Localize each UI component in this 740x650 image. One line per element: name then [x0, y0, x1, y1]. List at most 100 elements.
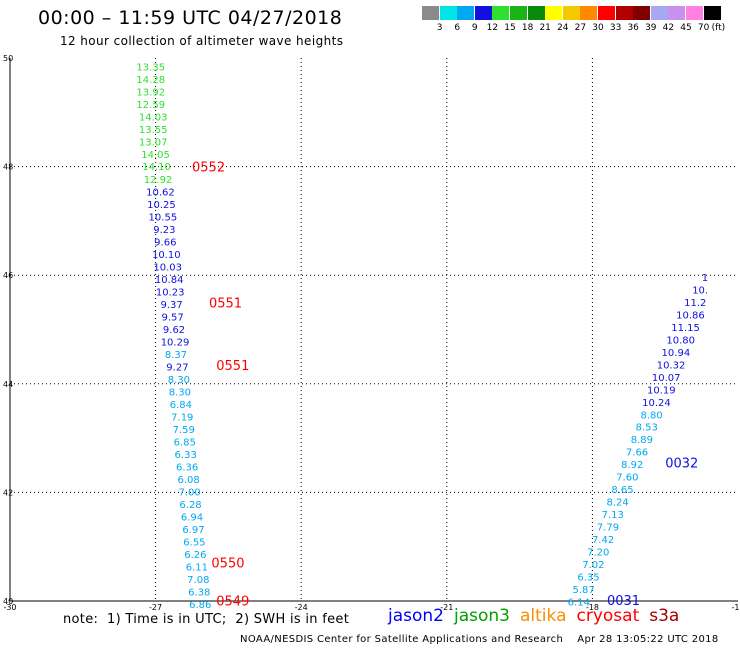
x-tick-label: -27 — [149, 603, 162, 612]
wave-height-value: 9.57 — [161, 313, 183, 324]
pass-time-labels: 0552 0551 0551 0550 0549 0031 0032 — [192, 161, 698, 610]
color-scale-label: 6 — [454, 23, 461, 33]
wave-height-value: 7.02 — [582, 560, 604, 571]
wave-height-value: 7.08 — [187, 575, 209, 586]
x-tick-label: -15 — [731, 603, 740, 612]
mission-legend-item: cryosat — [576, 606, 640, 626]
mission-legend-item: jason2 — [388, 606, 444, 626]
wave-height-value: 13.07 — [139, 138, 168, 149]
wave-height-value: 10.62 — [146, 188, 175, 199]
y-tick-label: 50 — [3, 54, 13, 63]
pass-time-label: 0551 — [209, 296, 242, 311]
color-scale-label: 39 — [645, 23, 657, 33]
wave-height-value: 10.24 — [642, 398, 671, 409]
units-note: note: 1) Time is in UTC; 2) SWH is in fe… — [63, 612, 350, 627]
wave-height-value: 7.19 — [171, 412, 193, 423]
color-swatch — [580, 6, 598, 20]
wave-height-value: 6.33 — [175, 450, 197, 461]
wave-height-value: 12.92 — [144, 175, 173, 186]
pass-time-label: 0550 — [211, 556, 244, 571]
wave-height-value: 10.23 — [156, 288, 185, 299]
color-scale-label: 45 — [680, 23, 692, 33]
wave-height-value: 7.20 — [587, 548, 609, 559]
color-swatch — [686, 6, 703, 20]
color-swatch — [474, 6, 492, 20]
color-swatch — [703, 6, 721, 20]
color-swatch — [545, 6, 563, 20]
wave-height-value: 6.55 — [183, 537, 205, 548]
color-scale-label: 21 — [539, 23, 551, 33]
color-scale-label: 18 — [521, 23, 534, 33]
color-scale-label: 3 — [436, 23, 443, 33]
wave-height-value: 8.89 — [631, 435, 653, 446]
wave-height-value: 5.87 — [573, 585, 595, 596]
y-tick-label: 46 — [3, 271, 13, 280]
wave-height-value: 8.80 — [640, 410, 662, 421]
wave-height-value: 13.35 — [136, 63, 165, 74]
wave-height-value: 8.37 — [165, 350, 187, 361]
wave-height-value: 8.24 — [607, 498, 629, 509]
axis-frame — [9, 58, 738, 602]
y-tick-label: 42 — [3, 488, 13, 497]
wave-height-value: 10.19 — [647, 385, 676, 396]
color-scale-label: 24 — [557, 23, 569, 33]
wave-height-value: 10.03 — [153, 263, 182, 274]
color-swatch — [457, 6, 475, 20]
wave-height-value: 10.80 — [666, 335, 695, 346]
wave-height-value: 7.59 — [173, 425, 195, 436]
wave-height-value: 1 — [702, 273, 708, 284]
wave-height-value: 10. — [692, 285, 708, 296]
color-scale-label: 12 — [486, 23, 499, 33]
wave-height-value: 6.35 — [577, 573, 599, 584]
tick-labels: 40 42 44 46 48 50 -30 -27 -24 -21 -18 -15 — [3, 54, 740, 612]
wave-height-value: 6.86 — [189, 600, 211, 611]
color-swatch — [598, 6, 615, 20]
wave-height-value: 9.37 — [160, 300, 182, 311]
wave-height-value: 6.11 — [186, 562, 208, 573]
wave-height-value: 7.00 — [178, 487, 200, 498]
pass-time-label: 0031 — [607, 594, 640, 609]
color-scale-legend: 3 6 9 12 15 18 21 24 27 30 33 36 39 42 45 70 (ft) — [422, 6, 730, 36]
color-swatch — [633, 6, 651, 20]
color-swatch — [510, 6, 527, 20]
wave-height-value: 9.23 — [153, 225, 175, 236]
wave-height-value: 7.79 — [597, 523, 619, 534]
y-tick-label: 40 — [3, 597, 13, 606]
y-tick-label: 44 — [3, 380, 13, 389]
x-tick-label: -21 — [440, 603, 453, 612]
wave-height-value: 10.86 — [676, 310, 705, 321]
wave-height-value: 6.94 — [181, 512, 203, 523]
chart-subtitle: 12 hour collection of altimeter wave hei… — [60, 34, 344, 48]
wave-height-value: 14.10 — [142, 162, 171, 173]
mission-legend-item: s3a — [649, 606, 680, 626]
x-tick-label: -30 — [3, 603, 16, 612]
wave-height-value: 9.66 — [154, 238, 176, 249]
wave-height-value: 13.55 — [139, 125, 168, 136]
mission-legend-item: altika — [520, 606, 567, 626]
color-scale-label: 27 — [574, 23, 587, 33]
wave-height-value: 13.92 — [136, 88, 165, 99]
wave-height-value: 10.55 — [149, 213, 178, 224]
wave-height-value: 10.32 — [657, 360, 686, 371]
wave-height-value: 8.30 — [168, 375, 190, 386]
wave-height-value: 10.25 — [147, 200, 176, 211]
wave-height-value: 6.14 — [568, 598, 590, 609]
color-swatch — [562, 6, 580, 20]
color-swatch — [650, 6, 668, 20]
color-swatch — [439, 6, 457, 20]
wave-height-value: 9.62 — [163, 325, 185, 336]
color-swatch — [492, 6, 510, 20]
wave-height-value: 6.97 — [182, 525, 204, 536]
wave-height-value: 6.08 — [177, 475, 199, 486]
wave-height-value: 6.28 — [179, 500, 201, 511]
wave-height-value: 10.07 — [652, 373, 681, 384]
chart-title: 00:00 – 11:59 UTC 04/27/2018 — [38, 7, 343, 29]
wave-height-value: 8.53 — [636, 423, 658, 434]
wave-height-value: 14.05 — [141, 150, 170, 161]
wave-height-value: 14.03 — [139, 113, 168, 124]
color-scale-label: 70 — [697, 23, 710, 33]
wave-height-value: 11.15 — [671, 323, 700, 334]
